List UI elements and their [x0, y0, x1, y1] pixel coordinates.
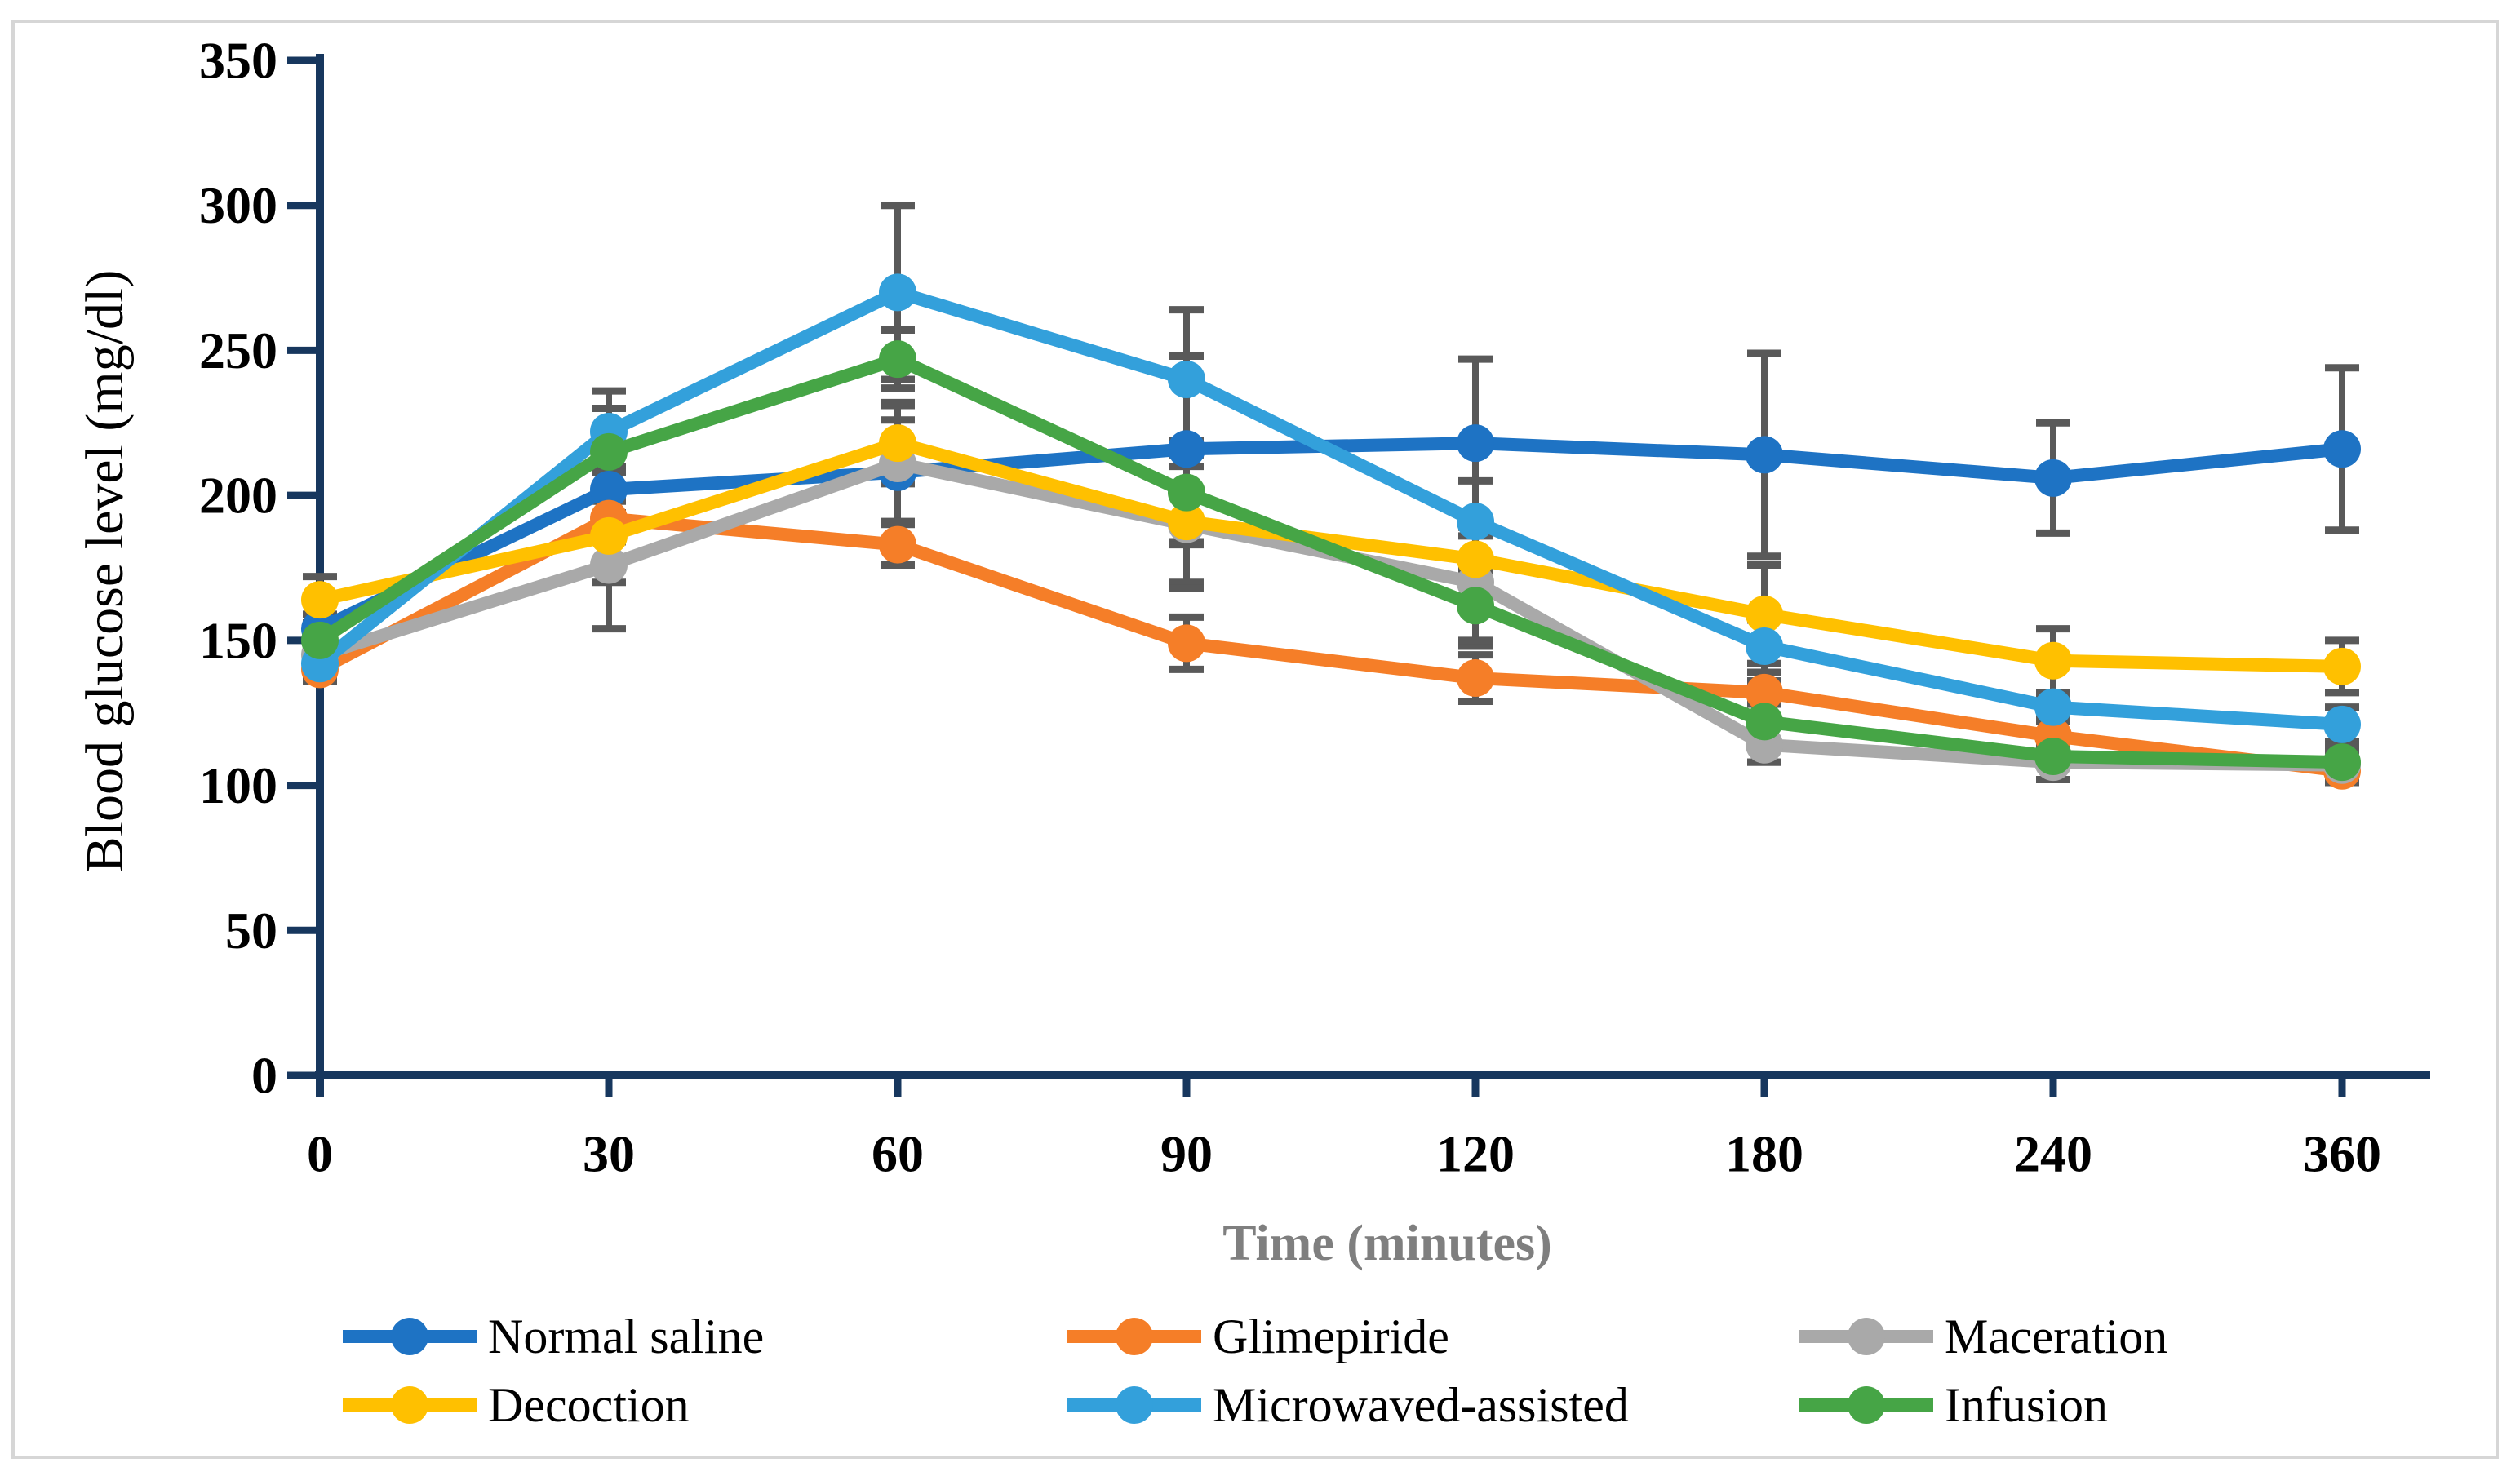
series-infusion-marker-90: [1168, 473, 1205, 512]
y-tick-label-100: 100: [199, 756, 277, 814]
series-normal-saline-marker-180: [1746, 436, 1783, 474]
series-decoction-marker-90: [1168, 503, 1205, 541]
y-tick-label-300: 300: [199, 176, 277, 234]
series-infusion-marker-240: [2034, 738, 2072, 776]
legend-marker-normal-saline: [391, 1318, 428, 1355]
legend-item-glimepiride: Glimepiride: [1067, 1310, 1449, 1363]
series-lines: [301, 273, 2361, 790]
y-tick-label-50: 50: [225, 902, 277, 960]
series-maceration-marker-30: [590, 546, 628, 584]
legend-marker-decoction: [391, 1386, 428, 1424]
series-normal-saline-marker-120: [1457, 424, 1494, 463]
series-microwaved-assisted-line: [313, 286, 2349, 731]
y-tick-label-200: 200: [199, 467, 277, 525]
x-tick-label-30: 30: [583, 1125, 635, 1183]
series-normal-saline-marker-360: [2323, 430, 2361, 468]
legend-label-microwaved-assisted: Microwaved-assisted: [1213, 1378, 1629, 1432]
x-tick-label-0: 0: [307, 1125, 333, 1183]
y-tick-label-150: 150: [199, 611, 277, 669]
series-decoction-marker-360: [2323, 647, 2361, 685]
series-decoction: [301, 424, 2361, 685]
series-microwaved-assisted-marker-60: [879, 273, 916, 312]
series-glimepiride-marker-60: [879, 525, 916, 564]
series-infusion: [301, 340, 2361, 782]
legend-item-infusion: Infusion: [1799, 1378, 2108, 1432]
legend-marker-glimepiride: [1116, 1318, 1153, 1355]
series-infusion-line: [313, 352, 2349, 769]
x-tick-label-240: 240: [2014, 1125, 2092, 1183]
series-glimepiride-marker-120: [1457, 659, 1494, 698]
x-tick-label-60: 60: [872, 1125, 924, 1183]
series-normal-saline-marker-240: [2034, 459, 2072, 497]
series-decoction-marker-180: [1746, 595, 1783, 633]
legend-item-normal-saline: Normal saline: [343, 1310, 764, 1363]
axes: [287, 53, 2430, 1097]
x-tick-label-360: 360: [2303, 1125, 2381, 1183]
series-microwaved-assisted-marker-180: [1746, 627, 1783, 665]
series-microwaved-assisted-marker-240: [2034, 688, 2072, 726]
series-microwaved-assisted-marker-360: [2323, 705, 2361, 743]
legend-item-microwaved-assisted: Microwaved-assisted: [1067, 1378, 1629, 1432]
series-decoction-marker-30: [590, 516, 628, 555]
legend-label-decoction: Decoction: [488, 1378, 690, 1432]
legend-item-maceration: Maceration: [1799, 1310, 2167, 1363]
legend-label-maceration: Maceration: [1945, 1310, 2167, 1363]
legend-label-infusion: Infusion: [1945, 1378, 2108, 1432]
legend-item-decoction: Decoction: [343, 1378, 690, 1432]
x-tick-label-180: 180: [1725, 1125, 1803, 1183]
series-infusion-marker-60: [879, 340, 916, 379]
series-decoction-marker-240: [2034, 641, 2072, 680]
y-axis-title: Blood glucose level (mg/dl): [75, 270, 135, 873]
series-normal-saline-marker-90: [1168, 430, 1205, 468]
series-decoction-marker-0: [301, 581, 339, 619]
y-axis-tick-labels: 0 50 100 150 200 250 300 350: [199, 31, 277, 1104]
legend-label-normal-saline: Normal saline: [488, 1310, 764, 1363]
series-normal-saline-marker-30: [590, 471, 628, 509]
legend: Normal saline Glimepiride Maceration Decoct…: [343, 1310, 2167, 1432]
legend-marker-infusion: [1848, 1386, 1885, 1424]
y-tick-label-0: 0: [251, 1047, 277, 1105]
series-microwaved-assisted-marker-90: [1168, 360, 1205, 398]
series-infusion-marker-30: [590, 432, 628, 471]
legend-label-glimepiride: Glimepiride: [1213, 1310, 1449, 1363]
series-decoction-line: [313, 437, 2349, 673]
series-infusion-marker-360: [2323, 743, 2361, 782]
series-microwaved-assisted-marker-120: [1457, 503, 1494, 541]
series-infusion-marker-180: [1746, 703, 1783, 741]
series-decoction-marker-120: [1457, 540, 1494, 578]
series-glimepiride-marker-90: [1168, 624, 1205, 663]
x-axis-title: Time (minutes): [1222, 1216, 1552, 1271]
x-axis-tick-labels: 0 30 60 90 120 180 240 360: [307, 1125, 2381, 1183]
y-tick-label-350: 350: [199, 31, 277, 89]
y-tick-label-250: 250: [199, 321, 277, 379]
legend-marker-maceration: [1848, 1318, 1885, 1355]
x-tick-label-120: 120: [1436, 1125, 1515, 1183]
series-glimepiride-marker-180: [1746, 673, 1783, 711]
series-decoction-marker-60: [879, 424, 916, 463]
series-infusion-marker-0: [301, 621, 339, 659]
x-tick-label-90: 90: [1160, 1125, 1213, 1183]
series-infusion-marker-120: [1457, 587, 1494, 625]
legend-marker-microwaved-assisted: [1116, 1386, 1153, 1424]
